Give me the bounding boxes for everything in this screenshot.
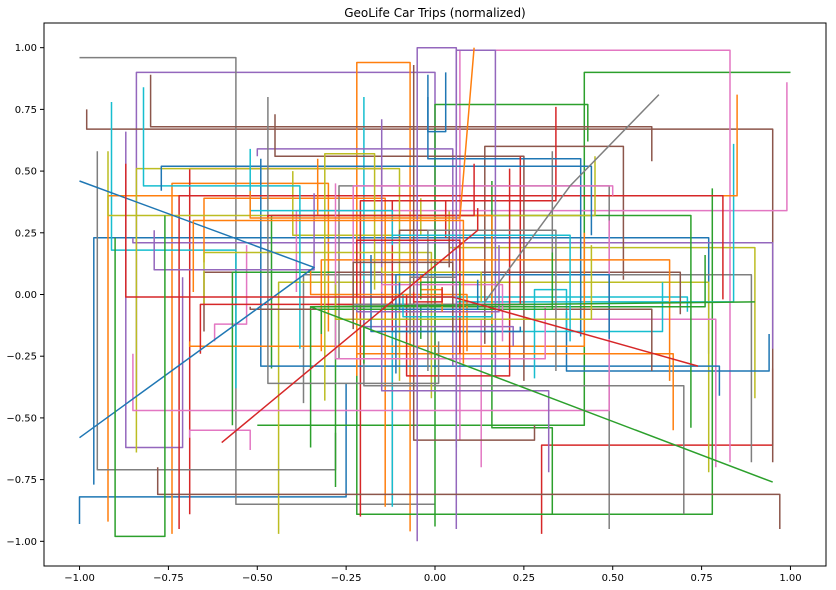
x-axis: −1.00 −0.75 −0.50 −0.25 0.00 0.25 0.50 0.75 1.00 [64, 566, 802, 584]
y-tick-label: 0.00 [15, 290, 37, 301]
trip-line-41 [260, 158, 721, 396]
trip-line-77 [334, 183, 546, 360]
x-tick-label: −0.75 [153, 573, 184, 584]
trip-line-81 [370, 255, 522, 333]
y-tick-label: −1.00 [6, 537, 37, 548]
trip-line-19 [277, 281, 710, 534]
trip-line-46 [274, 114, 525, 381]
trip-line-70 [249, 148, 394, 246]
trip-line-24 [391, 199, 447, 500]
y-tick-label: 0.25 [15, 228, 37, 239]
trip-line-23 [356, 188, 714, 515]
trip-line-103 [192, 219, 465, 364]
trip-line-56 [412, 65, 536, 441]
trip-line-20 [110, 102, 237, 389]
trip-line-1 [78, 383, 347, 524]
trip-line-40 [391, 282, 664, 507]
y-tick-label: −0.50 [6, 413, 37, 424]
trip-line-4 [540, 368, 774, 534]
trip-line-102 [221, 208, 479, 444]
trip-line-5 [135, 71, 436, 394]
y-tick-label: 0.50 [15, 167, 37, 178]
trip-line-96 [309, 301, 773, 483]
trip-line-50 [533, 288, 568, 379]
chart-title: GeoLife Car Trips (normalized) [344, 6, 526, 20]
trip-line-45 [256, 148, 454, 367]
trip-line-95 [79, 180, 315, 439]
trip-line-21 [565, 311, 770, 372]
trip-line-97 [125, 163, 699, 367]
x-tick-label: 0.00 [424, 573, 446, 584]
trip-line-37 [213, 245, 248, 342]
trip-line-104 [114, 215, 166, 538]
trip-line-69 [324, 153, 376, 401]
y-tick-label: −0.75 [6, 475, 37, 486]
trip-line-32 [107, 94, 738, 522]
trip-line-64 [405, 168, 511, 377]
trip-line-100 [416, 46, 458, 542]
trip-line-7 [459, 49, 731, 463]
trip-line-89 [380, 267, 482, 302]
x-tick-label: −0.50 [242, 573, 273, 584]
trip-line-49 [203, 251, 433, 399]
trip-line-80 [391, 234, 571, 342]
x-tick-label: 0.25 [513, 573, 535, 584]
trip-line-16 [484, 145, 625, 344]
trip-line-101 [156, 467, 781, 529]
trip-line-67 [352, 185, 614, 302]
x-tick-label: 0.75 [690, 573, 712, 584]
trip-line-87 [380, 283, 504, 342]
series-layer [78, 46, 791, 542]
trip-line-72 [316, 158, 493, 325]
trip-line-99 [249, 47, 475, 219]
trip-line-60 [142, 87, 301, 349]
trip-line-66 [398, 229, 450, 268]
trip-line-65 [380, 119, 550, 473]
trip-line-44 [178, 195, 724, 529]
trip-line-73 [363, 255, 706, 364]
trip-line-82 [309, 269, 468, 352]
y-tick-label: 0.75 [15, 105, 37, 116]
trip-line-53 [231, 271, 337, 487]
y-tick-label: 1.00 [15, 43, 37, 54]
trip-line-57 [188, 429, 251, 450]
trip-line-42 [188, 232, 586, 348]
trip-line-22 [203, 197, 386, 507]
trip-line-52 [356, 352, 674, 431]
trip-line-74 [267, 163, 475, 218]
trip-line-29 [292, 171, 422, 237]
x-tick-label: 0.50 [602, 573, 624, 584]
trip-line-51 [427, 97, 582, 337]
x-tick-label: −0.25 [331, 573, 362, 584]
trip-line-27 [480, 318, 717, 468]
x-tick-label: 1.00 [779, 573, 801, 584]
y-axis: −1.00 −0.75 −0.50 −0.25 0.00 0.25 0.50 0.75 1.00 [6, 43, 44, 548]
trip-line-26 [149, 74, 653, 162]
trip-line-68 [267, 97, 440, 385]
x-tick-label: −1.00 [64, 573, 95, 584]
trip-line-85 [356, 245, 500, 313]
trip-line-31 [427, 72, 447, 133]
trip-line-25 [125, 131, 184, 449]
trip-line-75 [363, 279, 514, 347]
trip-line-10 [363, 97, 689, 312]
y-tick-label: −0.25 [6, 352, 37, 363]
trip-line-17 [295, 82, 788, 292]
trip-line-9 [448, 210, 756, 399]
trip-line-78 [427, 229, 557, 371]
trip-line-61 [160, 165, 593, 236]
trip-line-93 [420, 281, 461, 302]
trip-line-13 [434, 103, 589, 527]
trip-line-62 [320, 259, 671, 381]
trip-line-98 [484, 94, 660, 303]
trip-line-55 [153, 193, 315, 271]
